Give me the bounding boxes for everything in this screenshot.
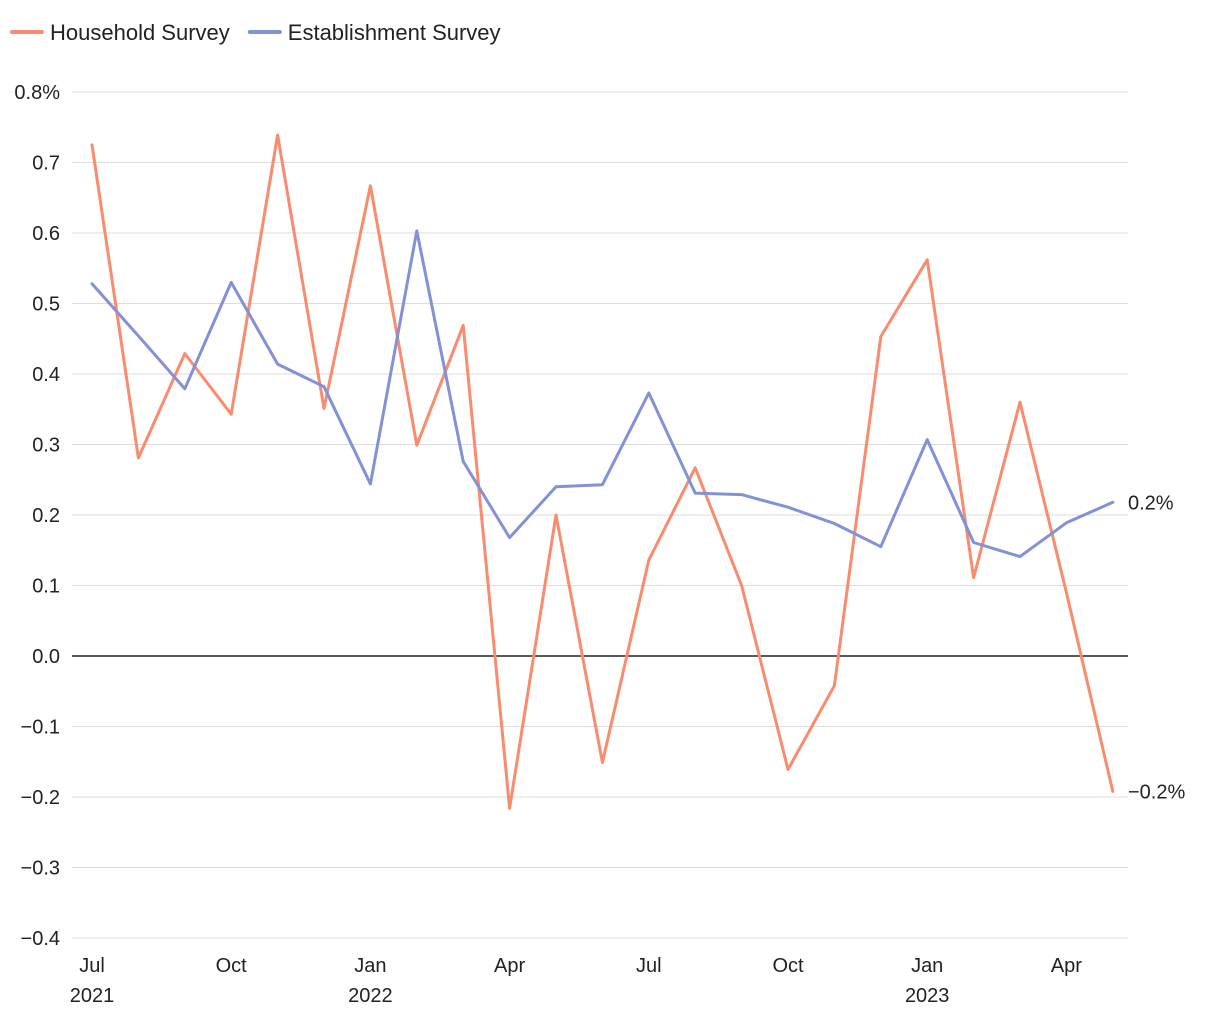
series-line-1 xyxy=(90,229,1115,559)
y-tick-label: 0.2 xyxy=(32,505,60,527)
grid xyxy=(72,91,1128,939)
y-tick-label: −0.1 xyxy=(21,717,60,739)
x-tick-label: Jul xyxy=(79,955,105,977)
legend: Household Survey Establishment Survey xyxy=(10,20,501,45)
y-tick-label: 0.5 xyxy=(32,294,60,316)
y-tick-label: 0.0 xyxy=(32,646,60,668)
x-tick-label: Jan xyxy=(911,955,943,977)
x-tick-label: Jan xyxy=(354,955,386,977)
y-tick-label: −0.2 xyxy=(21,787,60,809)
y-tick-label: 0.8% xyxy=(14,82,60,104)
series-group xyxy=(90,133,1115,810)
legend-label: Household Survey xyxy=(50,20,230,45)
x-axis: Jul 2021 Oct Jan 2022 Apr Jul Oct Jan 2023 Apr xyxy=(70,955,1083,1007)
series-end-label: −0.2% xyxy=(1128,781,1185,803)
y-tick-label: 0.3 xyxy=(32,435,60,457)
x-tick-year-label: 2023 xyxy=(905,985,950,1007)
y-tick-label: 0.7 xyxy=(32,153,60,175)
y-tick-label: 0.4 xyxy=(32,364,60,386)
series-end-label: 0.2% xyxy=(1128,492,1174,514)
x-tick-label: Jul xyxy=(636,955,662,977)
y-tick-label: −0.3 xyxy=(21,858,60,880)
y-tick-label: −0.4 xyxy=(21,928,60,950)
x-tick-label: Oct xyxy=(772,955,804,977)
y-tick-label: 0.6 xyxy=(32,223,60,245)
y-axis: 0.8% 0.7 0.6 0.5 0.4 0.3 0.2 0.1 0.0 −0.1 −0.2 −0.3… xyxy=(14,82,60,950)
end-labels: −0.2% 0.2% xyxy=(1128,492,1185,803)
y-tick-label: 0.1 xyxy=(32,576,60,598)
x-tick-year-label: 2021 xyxy=(70,985,115,1007)
x-tick-label: Oct xyxy=(216,955,248,977)
x-tick-year-label: 2022 xyxy=(348,985,393,1007)
series-line-0 xyxy=(90,133,1115,810)
x-tick-label: Apr xyxy=(494,955,525,977)
legend-label: Establishment Survey xyxy=(288,20,501,45)
x-tick-label: Apr xyxy=(1051,955,1082,977)
